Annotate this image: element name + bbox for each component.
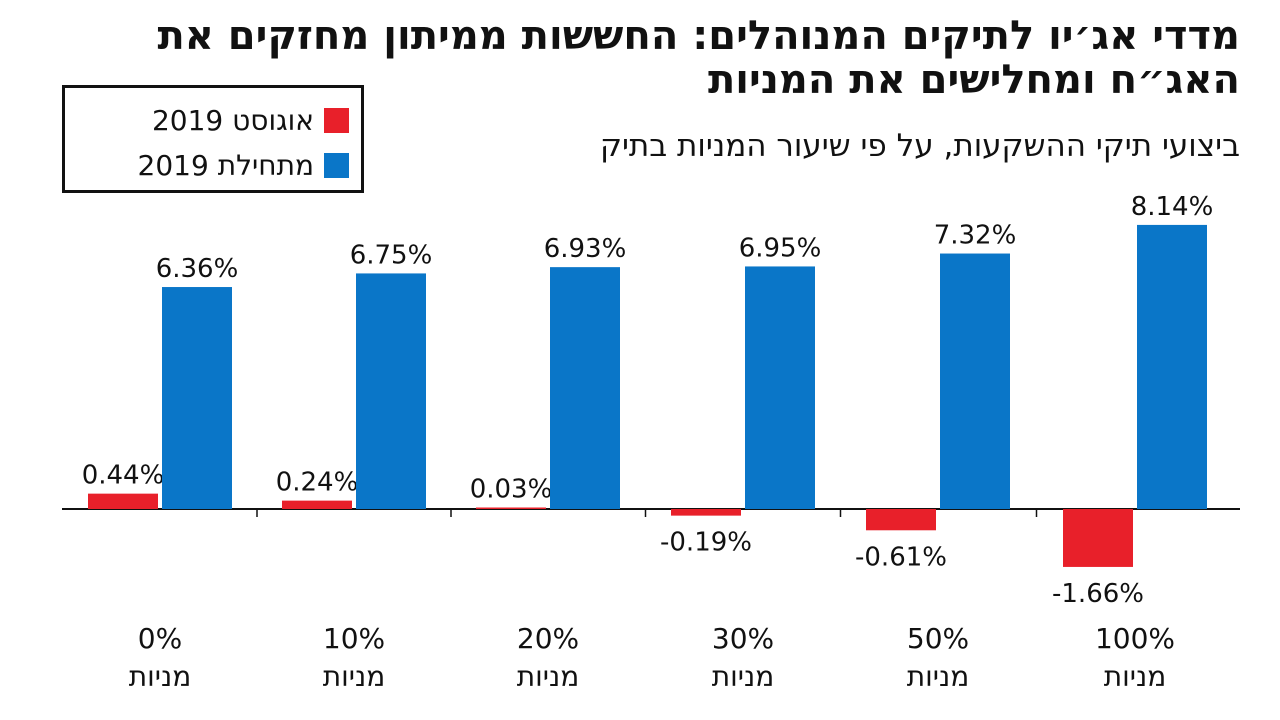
chart-subtitle: ביצועי תיקי ההשקעות, על פי שיעור המניות … xyxy=(599,128,1240,164)
legend: אוגוסט 2019 מתחילת 2019 xyxy=(62,85,364,193)
x-tick-label: 30% xyxy=(712,622,774,655)
data-label: 7.32% xyxy=(934,221,1017,251)
bar-since-start-2019 xyxy=(550,267,620,509)
data-label: 6.36% xyxy=(156,254,239,284)
data-label: 6.93% xyxy=(544,234,627,264)
x-tick-label: 50% xyxy=(907,622,969,655)
data-label: 6.75% xyxy=(350,240,433,270)
chart-title: מדדי אג׳יו לתיקים המנוהלים: החששות ממיתו… xyxy=(157,13,1240,103)
data-label: -1.66% xyxy=(1052,579,1144,609)
bar-august-2019 xyxy=(476,507,546,509)
bar-august-2019 xyxy=(1063,509,1133,567)
data-label: 6.95% xyxy=(739,233,822,263)
x-tick-label: מניות xyxy=(712,660,775,693)
x-tick-label: 100% xyxy=(1095,622,1175,655)
bar-since-start-2019 xyxy=(162,287,232,509)
x-tick-label: מניות xyxy=(323,660,386,693)
x-tick-label: מניות xyxy=(907,660,970,693)
data-label: 0.03% xyxy=(470,475,553,505)
bar-august-2019 xyxy=(671,509,741,516)
legend-item-august-2019: אוגוסט 2019 xyxy=(79,103,349,137)
legend-swatch-red xyxy=(324,107,349,133)
bar-since-start-2019 xyxy=(745,266,815,509)
data-label: 0.24% xyxy=(276,468,359,498)
data-label: 0.44% xyxy=(82,461,165,491)
data-label: -0.19% xyxy=(660,528,752,558)
x-tick-label: 10% xyxy=(323,622,385,655)
bar-august-2019 xyxy=(88,493,158,509)
bar-august-2019 xyxy=(282,500,352,509)
legend-item-since-start-2019: מתחילת 2019 xyxy=(79,148,349,182)
x-tick-label: 20% xyxy=(517,622,579,655)
data-label: 8.14% xyxy=(1131,192,1214,222)
bar-august-2019 xyxy=(866,509,936,531)
data-label: -0.61% xyxy=(855,542,947,572)
x-tick-label: מניות xyxy=(1104,660,1167,693)
bar-since-start-2019 xyxy=(940,253,1010,509)
legend-swatch-blue xyxy=(324,152,349,178)
legend-label: מתחילת 2019 xyxy=(137,148,314,182)
x-tick-label: מניות xyxy=(129,660,192,693)
bar-since-start-2019 xyxy=(1137,224,1207,509)
x-tick-label: מניות xyxy=(517,660,580,693)
bar-since-start-2019 xyxy=(356,273,426,509)
legend-label: אוגוסט 2019 xyxy=(151,103,314,137)
x-tick-label: 0% xyxy=(138,622,182,655)
